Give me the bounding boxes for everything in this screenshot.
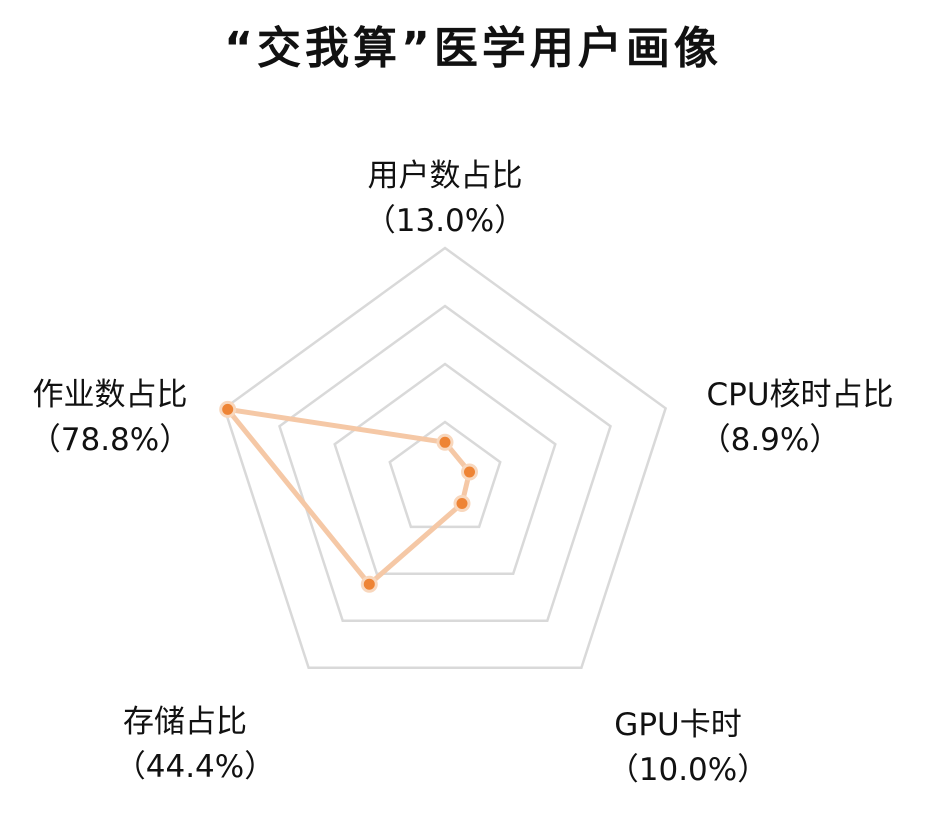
axis-label-1: CPU核时占比 <box>706 377 893 413</box>
axis-value-label-4: （78.8%） <box>30 422 190 458</box>
grid-ring-3 <box>278 304 612 623</box>
data-point-4 <box>219 400 237 418</box>
axis-label-4: 作业数占比 <box>33 377 188 413</box>
chart-title: “交我算”医学用户画像 <box>224 23 722 74</box>
axis-value-label-1: （8.9%） <box>700 422 841 458</box>
data-point-3 <box>360 575 378 593</box>
data-point-2 <box>453 495 471 512</box>
radar-grid <box>222 246 668 669</box>
axis-label-2: GPU卡时 <box>614 707 741 743</box>
axis-label-3: 存储占比 <box>123 704 247 740</box>
axis-labels: 用户数占比 （13.0%） CPU核时占比 （8.9%） GPU卡时 （10.0%） 存储占… <box>30 158 894 788</box>
axis-label-0: 用户数占比 <box>368 158 523 194</box>
data-point-1 <box>461 463 478 481</box>
grid-ring-4 <box>222 246 668 669</box>
axis-value-label-3: （44.4%） <box>115 749 275 785</box>
grid-ring-2 <box>333 362 557 576</box>
axis-value-label-2: （10.0%） <box>608 752 768 788</box>
axis-value-label-0: （13.0%） <box>365 203 525 239</box>
data-point-0 <box>436 433 454 451</box>
radar-series <box>219 400 478 593</box>
grid-ring-1 <box>388 420 502 529</box>
